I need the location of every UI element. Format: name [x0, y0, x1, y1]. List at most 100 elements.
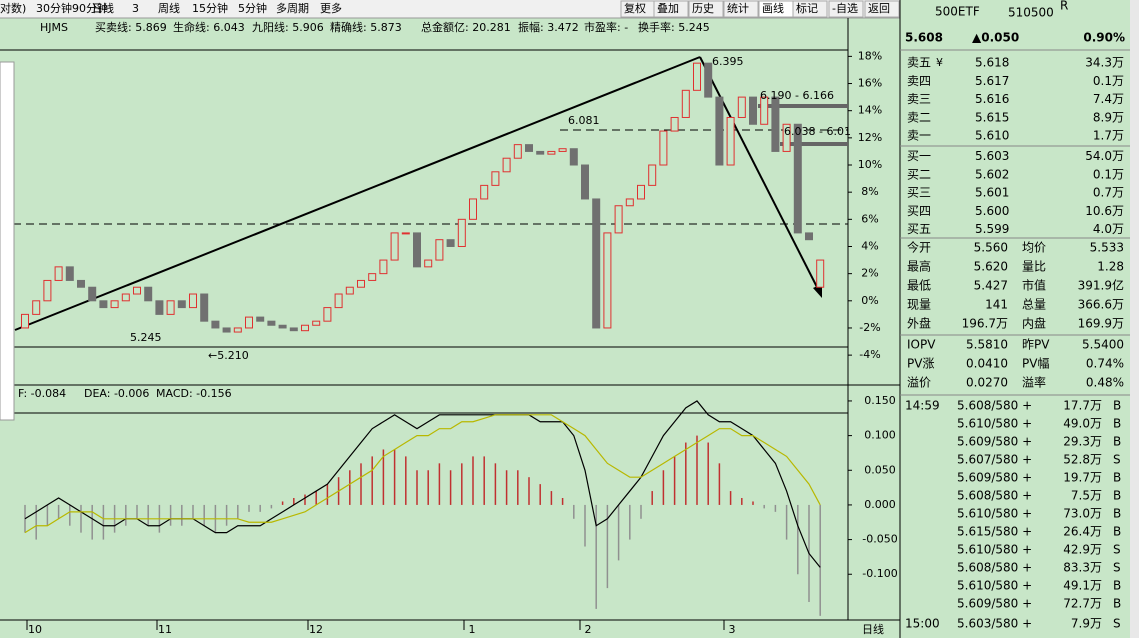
tick-side: S — [1113, 453, 1121, 467]
stat-label: 溢率 — [1022, 375, 1046, 390]
x-tick-label: 11 — [158, 623, 172, 636]
book-price: 5.617 — [975, 74, 1009, 88]
candle-body — [144, 286, 153, 302]
toolbar-button-label: 叠加 — [657, 2, 679, 15]
book-price: 5.599 — [975, 222, 1009, 236]
tick-price: 5.607/580 + — [957, 453, 1032, 467]
toolbar-item[interactable]: 周线 — [158, 1, 180, 15]
tick-amount: 29.3万 — [1063, 435, 1102, 449]
toolbar-button[interactable] — [828, 0, 864, 18]
candle-body — [491, 171, 500, 186]
book-volume: 0.1万 — [1093, 167, 1124, 181]
candle-body — [681, 89, 690, 118]
toolbar-button-label: 画线 — [762, 1, 784, 15]
annotation: 6.190 - 6.166 — [760, 89, 834, 102]
stat-label: 现量 — [907, 298, 931, 312]
zone-bar — [780, 142, 848, 146]
stat-label: 量比 — [1022, 260, 1046, 274]
candle-body — [704, 62, 713, 98]
quote-change: ▲0.050 — [972, 31, 1019, 45]
tick-amount: 83.3万 — [1063, 561, 1102, 575]
toolbar-button[interactable] — [864, 0, 900, 18]
candle-body — [502, 157, 511, 173]
candle-body — [312, 320, 321, 326]
stat-value: 0.74% — [1086, 357, 1124, 371]
toolbar-button[interactable] — [723, 0, 759, 18]
stat-value: 5.427 — [974, 279, 1008, 293]
candle-body — [21, 313, 29, 329]
candle-body — [435, 239, 444, 261]
toolbar-item[interactable]: 多周期 — [276, 1, 309, 15]
draw-toolbar[interactable] — [0, 61, 15, 421]
tick-price: 5.615/580 + — [957, 525, 1032, 539]
toolbar-item[interactable]: 更多 — [320, 1, 342, 15]
dif-line — [24, 400, 821, 568]
y-tick-label: 18% — [858, 49, 882, 62]
candle-body — [715, 96, 724, 166]
tick-price: 5.608/580 + — [957, 561, 1032, 575]
candle-body — [368, 273, 377, 281]
scrollbar[interactable] — [1130, 0, 1139, 638]
stat-label: IOPV — [907, 338, 936, 352]
indicator-value: 买卖线: 5.869 — [95, 20, 167, 34]
book-label: 买一 — [907, 149, 931, 163]
book-price: 5.615 — [975, 110, 1009, 124]
book-label: 卖一 — [907, 129, 931, 143]
tick-side: S — [1113, 543, 1121, 557]
tick-amount: 19.7万 — [1063, 471, 1102, 485]
indicator-value: 市盈率: - — [584, 20, 628, 34]
toolbar-item[interactable]: 30分钟 — [36, 1, 72, 15]
candle-body — [121, 293, 130, 302]
toolbar-item[interactable]: 5分钟 — [238, 1, 267, 15]
toolbar-item[interactable]: 90分钟 — [72, 1, 108, 15]
stat-value: 391.9亿 — [1078, 278, 1124, 293]
candle-body — [793, 123, 802, 234]
tick-side: B — [1113, 417, 1121, 431]
y-tick-label: -0.100 — [862, 567, 897, 580]
tick-amount: 52.8万 — [1063, 453, 1102, 467]
y-tick-label: 14% — [858, 104, 882, 117]
candle-body — [771, 96, 780, 152]
book-label: 卖二 — [907, 110, 931, 124]
book-label: 卖四 — [907, 74, 931, 88]
toolbar-item[interactable]: 3 — [132, 2, 139, 15]
book-volume: 34.3万 — [1085, 56, 1124, 70]
y-tick-label: 0.000 — [864, 498, 896, 511]
candle-body — [625, 198, 634, 207]
candle-body — [446, 239, 455, 247]
toolbar-button[interactable] — [792, 0, 828, 18]
indicator-value: 九阳线: 5.906 — [252, 20, 324, 34]
candle-body — [345, 286, 354, 295]
candle-body — [469, 198, 477, 220]
book-price: 5.602 — [975, 167, 1009, 181]
trend-line — [14, 56, 701, 331]
candle-body — [245, 316, 253, 329]
book-volume: 0.7万 — [1093, 186, 1124, 200]
candle-body — [379, 259, 388, 275]
tick-price: 5.610/580 + — [957, 507, 1032, 521]
tick-amount: 7.9万 — [1071, 617, 1102, 631]
toolbar-item[interactable]: 对数) — [0, 1, 26, 15]
candle-body — [133, 286, 141, 295]
candle-body — [301, 324, 309, 332]
y-tick-label: 12% — [858, 131, 882, 144]
toolbar-button[interactable] — [653, 0, 689, 18]
book-label: 买五 — [907, 222, 931, 236]
candle-body — [233, 327, 242, 333]
stat-value: 1.28 — [1097, 260, 1124, 274]
toolbar-button[interactable] — [688, 0, 724, 18]
toolbar-button-label: 复权 — [624, 1, 646, 15]
stat-label: 昨PV — [1022, 338, 1050, 352]
y-tick-label: 0.100 — [864, 429, 896, 442]
toolbar-item[interactable]: 15分钟 — [192, 1, 228, 15]
annotation: 5.245 — [130, 331, 162, 344]
tick-side: S — [1113, 617, 1121, 631]
toolbar-item[interactable]: 日线 — [92, 1, 114, 15]
book-label: 卖三 — [907, 92, 931, 106]
candle-body — [536, 150, 545, 155]
tick-price: 5.608/580 + — [957, 399, 1032, 413]
stat-label: 最高 — [907, 259, 931, 274]
stat-value: 196.7万 — [962, 317, 1008, 331]
candle-body — [155, 300, 164, 315]
book-volume: 4.0万 — [1093, 222, 1124, 236]
